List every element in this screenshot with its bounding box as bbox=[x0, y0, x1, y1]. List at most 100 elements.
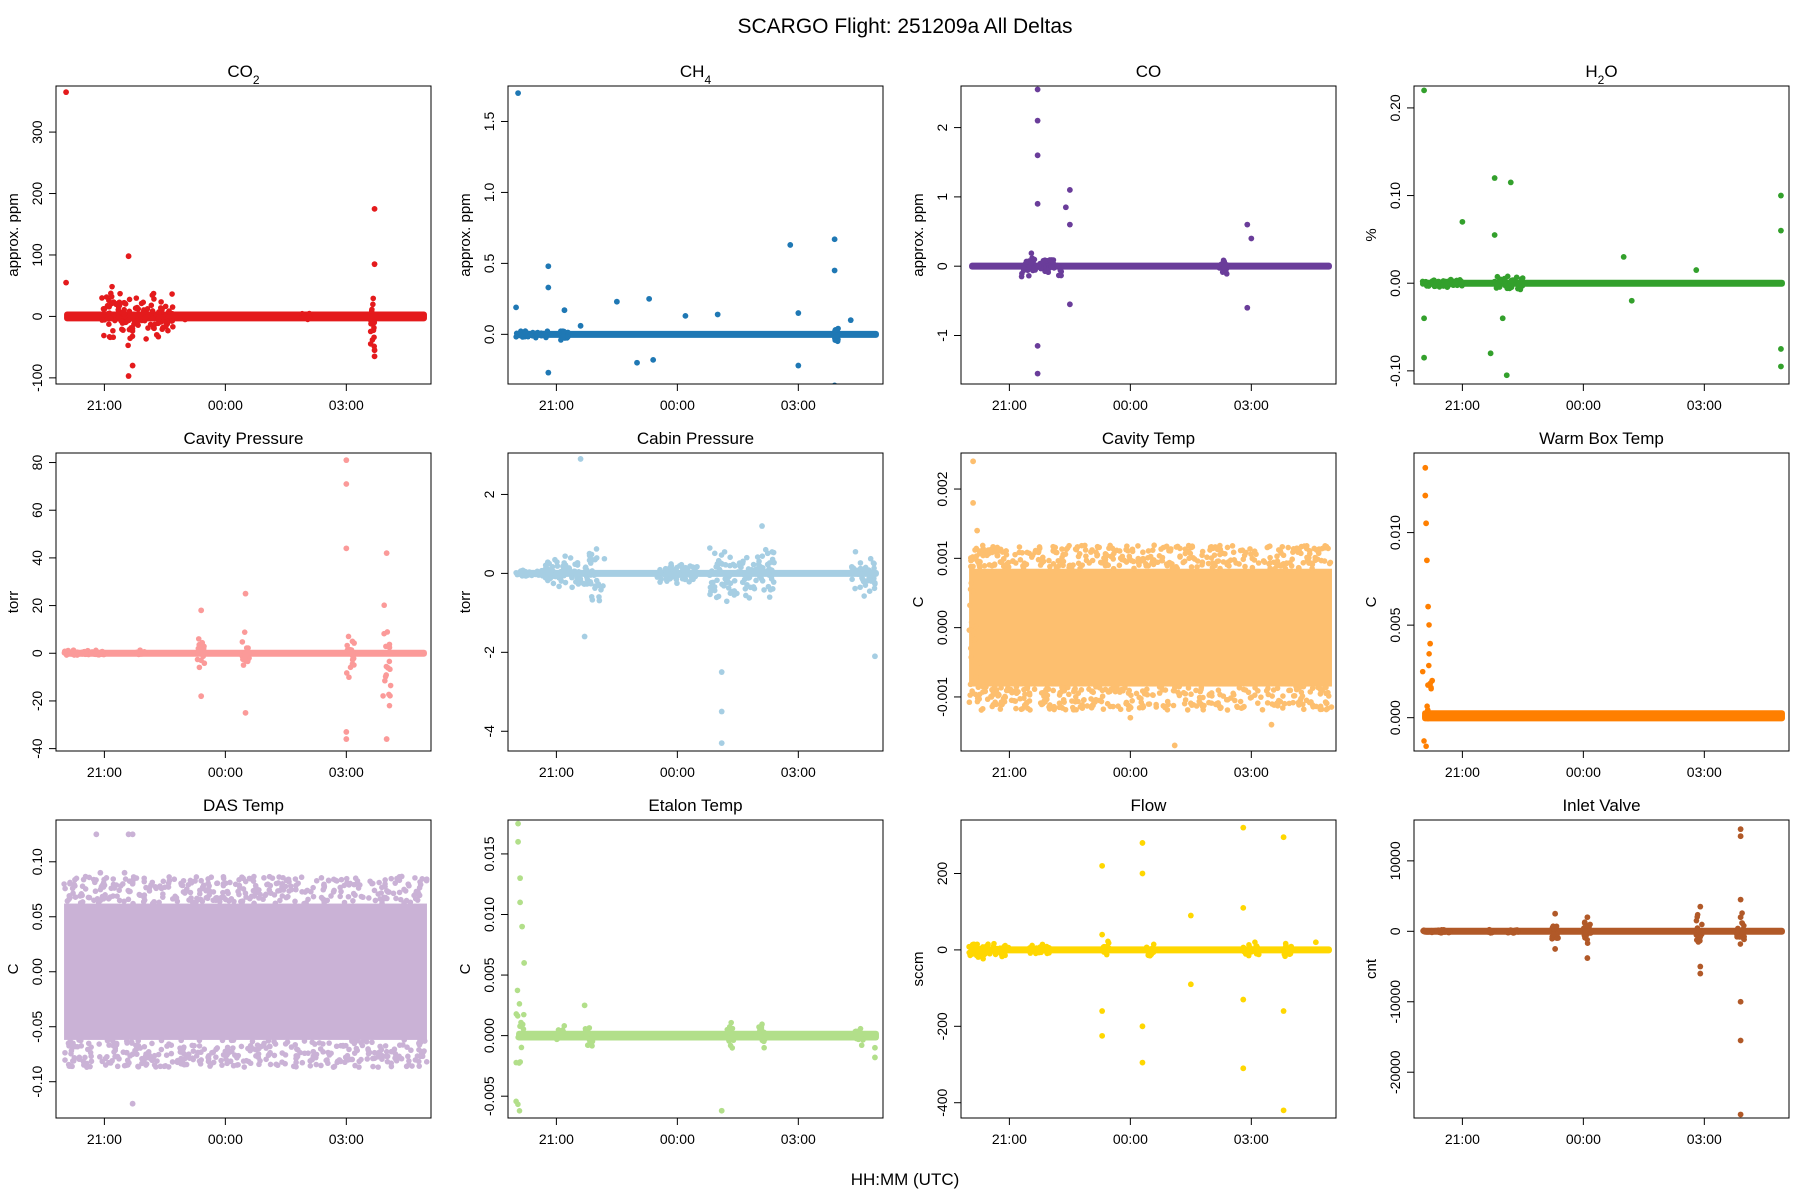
data-point bbox=[1013, 690, 1020, 697]
data-point bbox=[718, 708, 725, 715]
panel-7: Warm Box Temp C 0.000 0.005 0.010 21:00 00:00 0… bbox=[1363, 429, 1790, 780]
data-point bbox=[682, 575, 688, 581]
data-point bbox=[1028, 250, 1035, 257]
data-point bbox=[515, 1034, 521, 1041]
panel-ylabel: approx. ppm bbox=[5, 193, 22, 276]
data-point bbox=[152, 884, 159, 890]
data-point bbox=[350, 655, 357, 662]
data-point bbox=[1265, 685, 1271, 692]
data-point bbox=[1050, 687, 1057, 694]
y-tick-label: -4 bbox=[481, 725, 497, 738]
data-point bbox=[577, 456, 584, 462]
data-point bbox=[301, 1050, 308, 1057]
data-point bbox=[562, 553, 568, 559]
data-point bbox=[248, 893, 255, 900]
data-point bbox=[998, 950, 1004, 957]
data-point bbox=[279, 893, 286, 899]
data-point bbox=[1282, 944, 1289, 951]
data-point bbox=[1242, 550, 1249, 556]
data-point bbox=[1293, 686, 1300, 693]
data-point bbox=[224, 1044, 231, 1051]
data-point bbox=[70, 890, 76, 897]
data-point bbox=[266, 887, 273, 893]
data-point bbox=[383, 663, 390, 670]
data-point bbox=[180, 877, 187, 884]
x-tick-label: 00:00 bbox=[208, 397, 243, 413]
data-point bbox=[718, 1107, 725, 1114]
data-point bbox=[261, 1040, 267, 1047]
data-point bbox=[1224, 544, 1231, 551]
data-point bbox=[242, 890, 249, 897]
x-tick-label: 21:00 bbox=[539, 1131, 574, 1147]
x-tick-label: 21:00 bbox=[1445, 397, 1480, 413]
data-point bbox=[1244, 304, 1251, 311]
data-point bbox=[223, 1056, 229, 1062]
data-point bbox=[545, 369, 552, 376]
data-point bbox=[187, 889, 194, 896]
panel-frame bbox=[960, 819, 1337, 1119]
data-point bbox=[199, 639, 206, 646]
data-point bbox=[383, 1048, 390, 1055]
panel-4: Cavity Pressure torr -40 -20 0 20 40 60 80 21:00 0… bbox=[5, 429, 432, 780]
data-point bbox=[185, 881, 192, 888]
data-point bbox=[1555, 929, 1562, 935]
data-point bbox=[515, 90, 521, 96]
data-point bbox=[198, 607, 205, 614]
data-point bbox=[1553, 923, 1560, 930]
data-point bbox=[1088, 696, 1094, 702]
data-point bbox=[1036, 263, 1042, 269]
data-point bbox=[968, 619, 975, 626]
data-point bbox=[1196, 698, 1203, 705]
data-point bbox=[133, 312, 139, 319]
data-point bbox=[203, 894, 210, 901]
data-point bbox=[1424, 707, 1431, 713]
data-point bbox=[367, 878, 373, 885]
data-point bbox=[847, 317, 854, 324]
data-point bbox=[321, 884, 327, 891]
data-point bbox=[1458, 278, 1465, 285]
data-point bbox=[567, 555, 574, 561]
data-point bbox=[263, 1056, 269, 1063]
data-point bbox=[386, 702, 393, 709]
data-point bbox=[102, 1062, 109, 1068]
data-point bbox=[565, 334, 571, 340]
data-point bbox=[213, 1054, 219, 1060]
data-point bbox=[240, 662, 247, 668]
data-point bbox=[1286, 700, 1293, 707]
y-tick-label: 200 bbox=[29, 182, 45, 206]
data-point bbox=[1237, 547, 1244, 554]
data-point bbox=[158, 1046, 165, 1053]
data-point bbox=[1274, 553, 1280, 560]
data-point bbox=[575, 581, 582, 587]
y-tick-label: 0.0 bbox=[481, 324, 497, 344]
data-point bbox=[560, 328, 567, 335]
data-point bbox=[116, 897, 123, 904]
data-point bbox=[1258, 694, 1264, 700]
data-point bbox=[1421, 354, 1427, 361]
y-tick-label: 0.005 bbox=[481, 957, 497, 992]
data-point bbox=[1145, 952, 1152, 958]
data-point bbox=[104, 302, 111, 309]
panel-10: Flow sccm -400 -200 0 200 21:00 00:00 03:00 bbox=[910, 796, 1337, 1147]
panel-ylabel: cnt bbox=[1363, 958, 1380, 979]
data-point bbox=[1551, 931, 1557, 938]
data-point bbox=[151, 296, 157, 302]
data-point bbox=[1104, 700, 1111, 707]
data-point bbox=[588, 593, 595, 600]
data-point bbox=[711, 584, 718, 590]
data-point bbox=[1180, 689, 1187, 696]
data-point bbox=[1123, 699, 1130, 706]
y-tick-label: 0 bbox=[1387, 927, 1403, 935]
panel-ylabel: approx. ppm bbox=[910, 193, 927, 276]
data-point bbox=[1075, 690, 1082, 697]
data-point bbox=[403, 897, 410, 904]
data-point bbox=[1163, 543, 1170, 550]
data-point bbox=[371, 347, 378, 354]
data-point bbox=[1423, 520, 1429, 527]
data-point bbox=[384, 1053, 391, 1060]
x-tick-label: 21:00 bbox=[87, 397, 122, 413]
data-point bbox=[1199, 548, 1206, 555]
y-tick-label: 0.20 bbox=[1387, 94, 1403, 121]
data-point bbox=[795, 362, 802, 369]
data-point bbox=[198, 693, 205, 700]
